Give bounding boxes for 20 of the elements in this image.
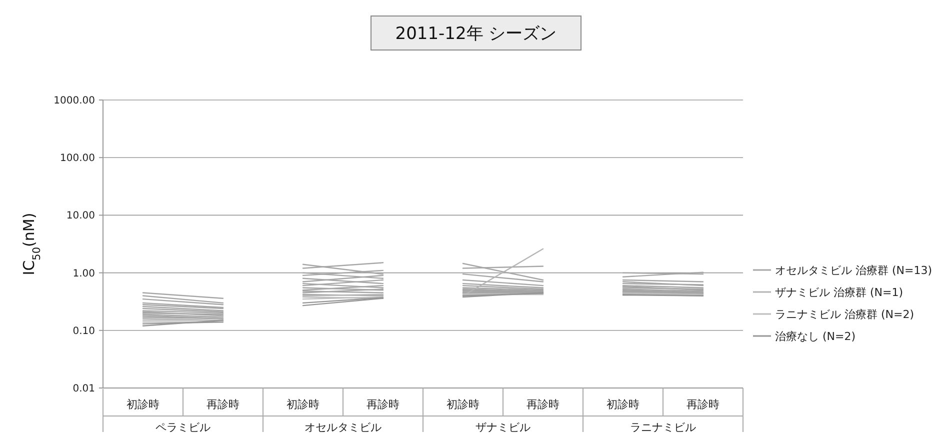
x-tick-label: 初診時 bbox=[446, 398, 480, 411]
y-tick-label: 1.00 bbox=[72, 268, 95, 280]
x-tick-label: 初診時 bbox=[126, 398, 160, 411]
legend-label: 治療なし (N=2) bbox=[775, 330, 856, 343]
x-tick-label: 再診時 bbox=[526, 398, 560, 411]
legend-label: ラニナミビル 治療群 (N=2) bbox=[775, 308, 914, 321]
text: ペラミビル bbox=[156, 421, 210, 434]
x-tick-label: 初診時 bbox=[606, 398, 640, 411]
chart-title: 2011-12年 シーズン bbox=[395, 24, 557, 44]
legend-label: ザナミビル 治療群 (N=1) bbox=[775, 286, 904, 299]
y-tick-label: 0.01 bbox=[72, 384, 95, 394]
x-tick-label: 再診時 bbox=[366, 398, 400, 411]
x-tick-label: 初診時 bbox=[286, 398, 320, 411]
x-tick-label: 再診時 bbox=[686, 398, 720, 411]
y-tick-label: 100.00 bbox=[60, 153, 95, 164]
y-tick-label: 10.00 bbox=[66, 210, 95, 222]
y-tick-label: 1000.00 bbox=[54, 96, 95, 106]
x-tick-label: 再診時 bbox=[206, 398, 240, 411]
y-tick-label: 0.10 bbox=[72, 326, 95, 337]
legend-label: オセルタミビル 治療群 (N=13) bbox=[775, 264, 932, 277]
